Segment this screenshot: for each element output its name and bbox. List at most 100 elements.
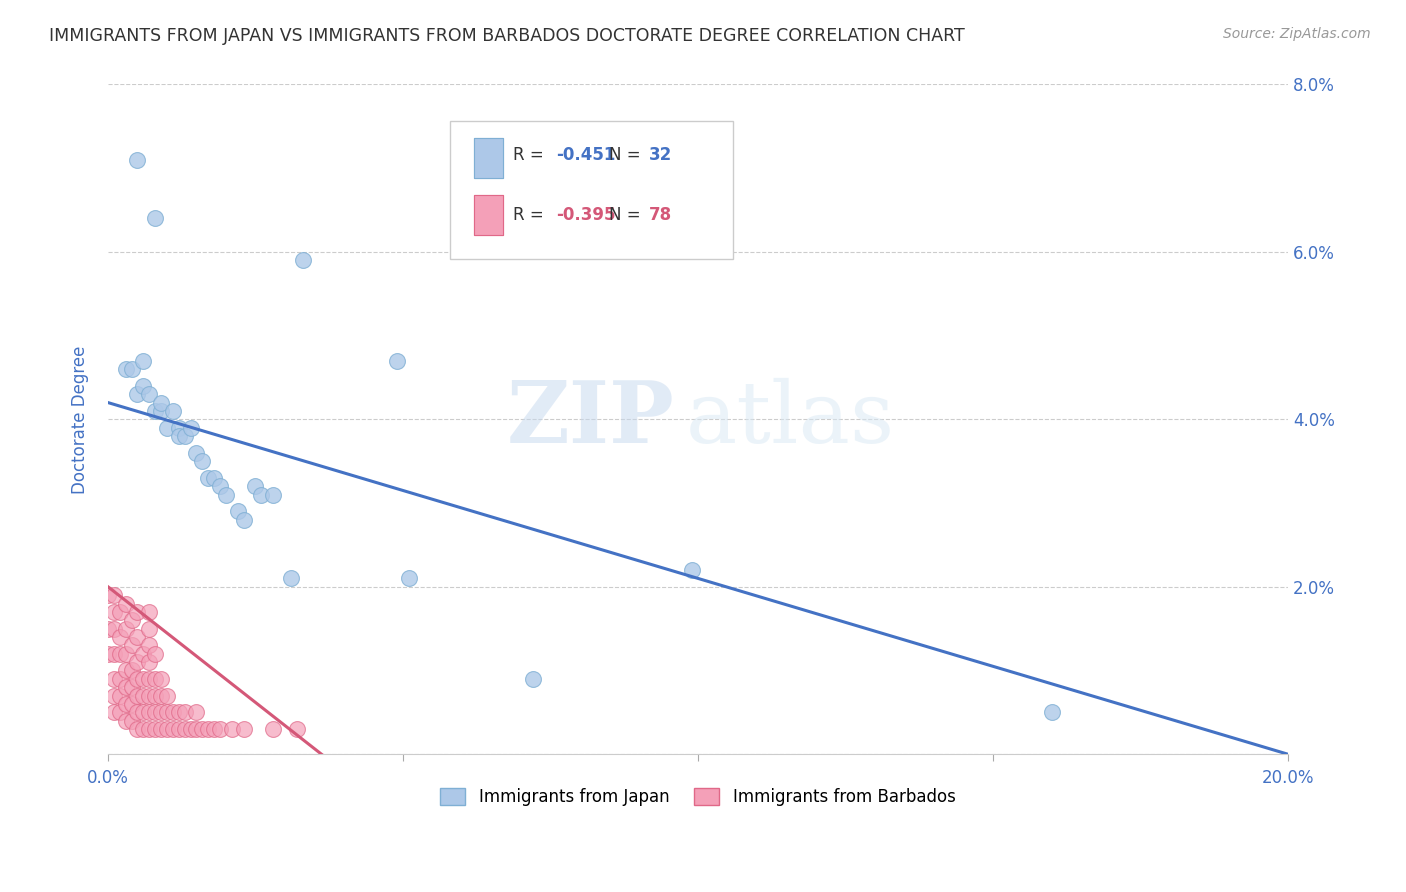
Point bbox=[138, 387, 160, 401]
Point bbox=[121, 714, 143, 728]
FancyBboxPatch shape bbox=[450, 121, 734, 259]
Point bbox=[114, 622, 136, 636]
Point bbox=[114, 697, 136, 711]
Point bbox=[138, 689, 160, 703]
Point bbox=[156, 706, 179, 720]
Point bbox=[103, 605, 125, 619]
Point bbox=[121, 639, 143, 653]
Point bbox=[150, 395, 173, 409]
Point bbox=[108, 706, 131, 720]
Point bbox=[108, 689, 131, 703]
Text: -0.395: -0.395 bbox=[557, 206, 616, 224]
Point bbox=[250, 488, 273, 502]
Point bbox=[127, 655, 149, 669]
Point bbox=[186, 722, 208, 736]
Point bbox=[143, 672, 166, 686]
Point bbox=[167, 429, 190, 443]
Point bbox=[138, 706, 160, 720]
Point bbox=[143, 404, 166, 418]
Text: Source: ZipAtlas.com: Source: ZipAtlas.com bbox=[1223, 27, 1371, 41]
Point bbox=[232, 513, 254, 527]
Point bbox=[1040, 706, 1063, 720]
Point bbox=[186, 706, 208, 720]
Point bbox=[132, 722, 155, 736]
Point bbox=[173, 722, 195, 736]
Point bbox=[150, 706, 173, 720]
Point bbox=[262, 488, 284, 502]
Point bbox=[167, 722, 190, 736]
Point bbox=[245, 479, 267, 493]
Point bbox=[138, 722, 160, 736]
Point bbox=[127, 605, 149, 619]
Point bbox=[173, 429, 195, 443]
Point bbox=[180, 722, 202, 736]
Point bbox=[143, 689, 166, 703]
Point bbox=[291, 253, 314, 268]
Point bbox=[127, 153, 149, 167]
Text: -0.451: -0.451 bbox=[557, 145, 616, 164]
Point bbox=[108, 605, 131, 619]
Point bbox=[103, 706, 125, 720]
Point bbox=[221, 722, 243, 736]
Point bbox=[103, 622, 125, 636]
Point bbox=[285, 722, 308, 736]
Point bbox=[167, 420, 190, 434]
Text: ZIP: ZIP bbox=[506, 377, 675, 461]
Point bbox=[127, 672, 149, 686]
Point bbox=[114, 680, 136, 694]
Point bbox=[103, 689, 125, 703]
Point bbox=[97, 647, 120, 661]
Point bbox=[114, 362, 136, 376]
Point bbox=[173, 706, 195, 720]
Point bbox=[132, 672, 155, 686]
Point bbox=[143, 722, 166, 736]
Point bbox=[150, 689, 173, 703]
Point bbox=[114, 714, 136, 728]
FancyBboxPatch shape bbox=[474, 195, 503, 235]
FancyBboxPatch shape bbox=[474, 138, 503, 178]
Point bbox=[186, 446, 208, 460]
Point bbox=[143, 211, 166, 226]
Point bbox=[191, 722, 214, 736]
Point bbox=[138, 622, 160, 636]
Point bbox=[132, 647, 155, 661]
Point bbox=[121, 697, 143, 711]
Point bbox=[138, 672, 160, 686]
Point bbox=[180, 420, 202, 434]
Text: atlas: atlas bbox=[686, 377, 896, 461]
Point bbox=[132, 706, 155, 720]
Point bbox=[162, 404, 184, 418]
Point bbox=[127, 689, 149, 703]
Text: R =: R = bbox=[513, 206, 548, 224]
Point bbox=[167, 706, 190, 720]
Point bbox=[156, 689, 179, 703]
Point bbox=[150, 404, 173, 418]
Point bbox=[156, 420, 179, 434]
Point bbox=[156, 722, 179, 736]
Text: N =: N = bbox=[609, 206, 647, 224]
Text: R =: R = bbox=[513, 145, 548, 164]
Point bbox=[127, 630, 149, 644]
Point bbox=[108, 672, 131, 686]
Point bbox=[202, 471, 225, 485]
Point bbox=[103, 588, 125, 602]
Point bbox=[127, 722, 149, 736]
Point bbox=[132, 689, 155, 703]
Point bbox=[127, 387, 149, 401]
Point bbox=[197, 722, 219, 736]
Point bbox=[143, 647, 166, 661]
Text: N =: N = bbox=[609, 145, 647, 164]
Point bbox=[143, 706, 166, 720]
Point bbox=[108, 647, 131, 661]
Point bbox=[150, 722, 173, 736]
Point bbox=[398, 571, 420, 585]
Point bbox=[138, 639, 160, 653]
Text: 78: 78 bbox=[648, 206, 672, 224]
Point bbox=[114, 597, 136, 611]
Point bbox=[232, 722, 254, 736]
Point bbox=[522, 672, 544, 686]
Point bbox=[150, 672, 173, 686]
Point bbox=[385, 353, 408, 368]
Point bbox=[191, 454, 214, 468]
Point bbox=[138, 605, 160, 619]
